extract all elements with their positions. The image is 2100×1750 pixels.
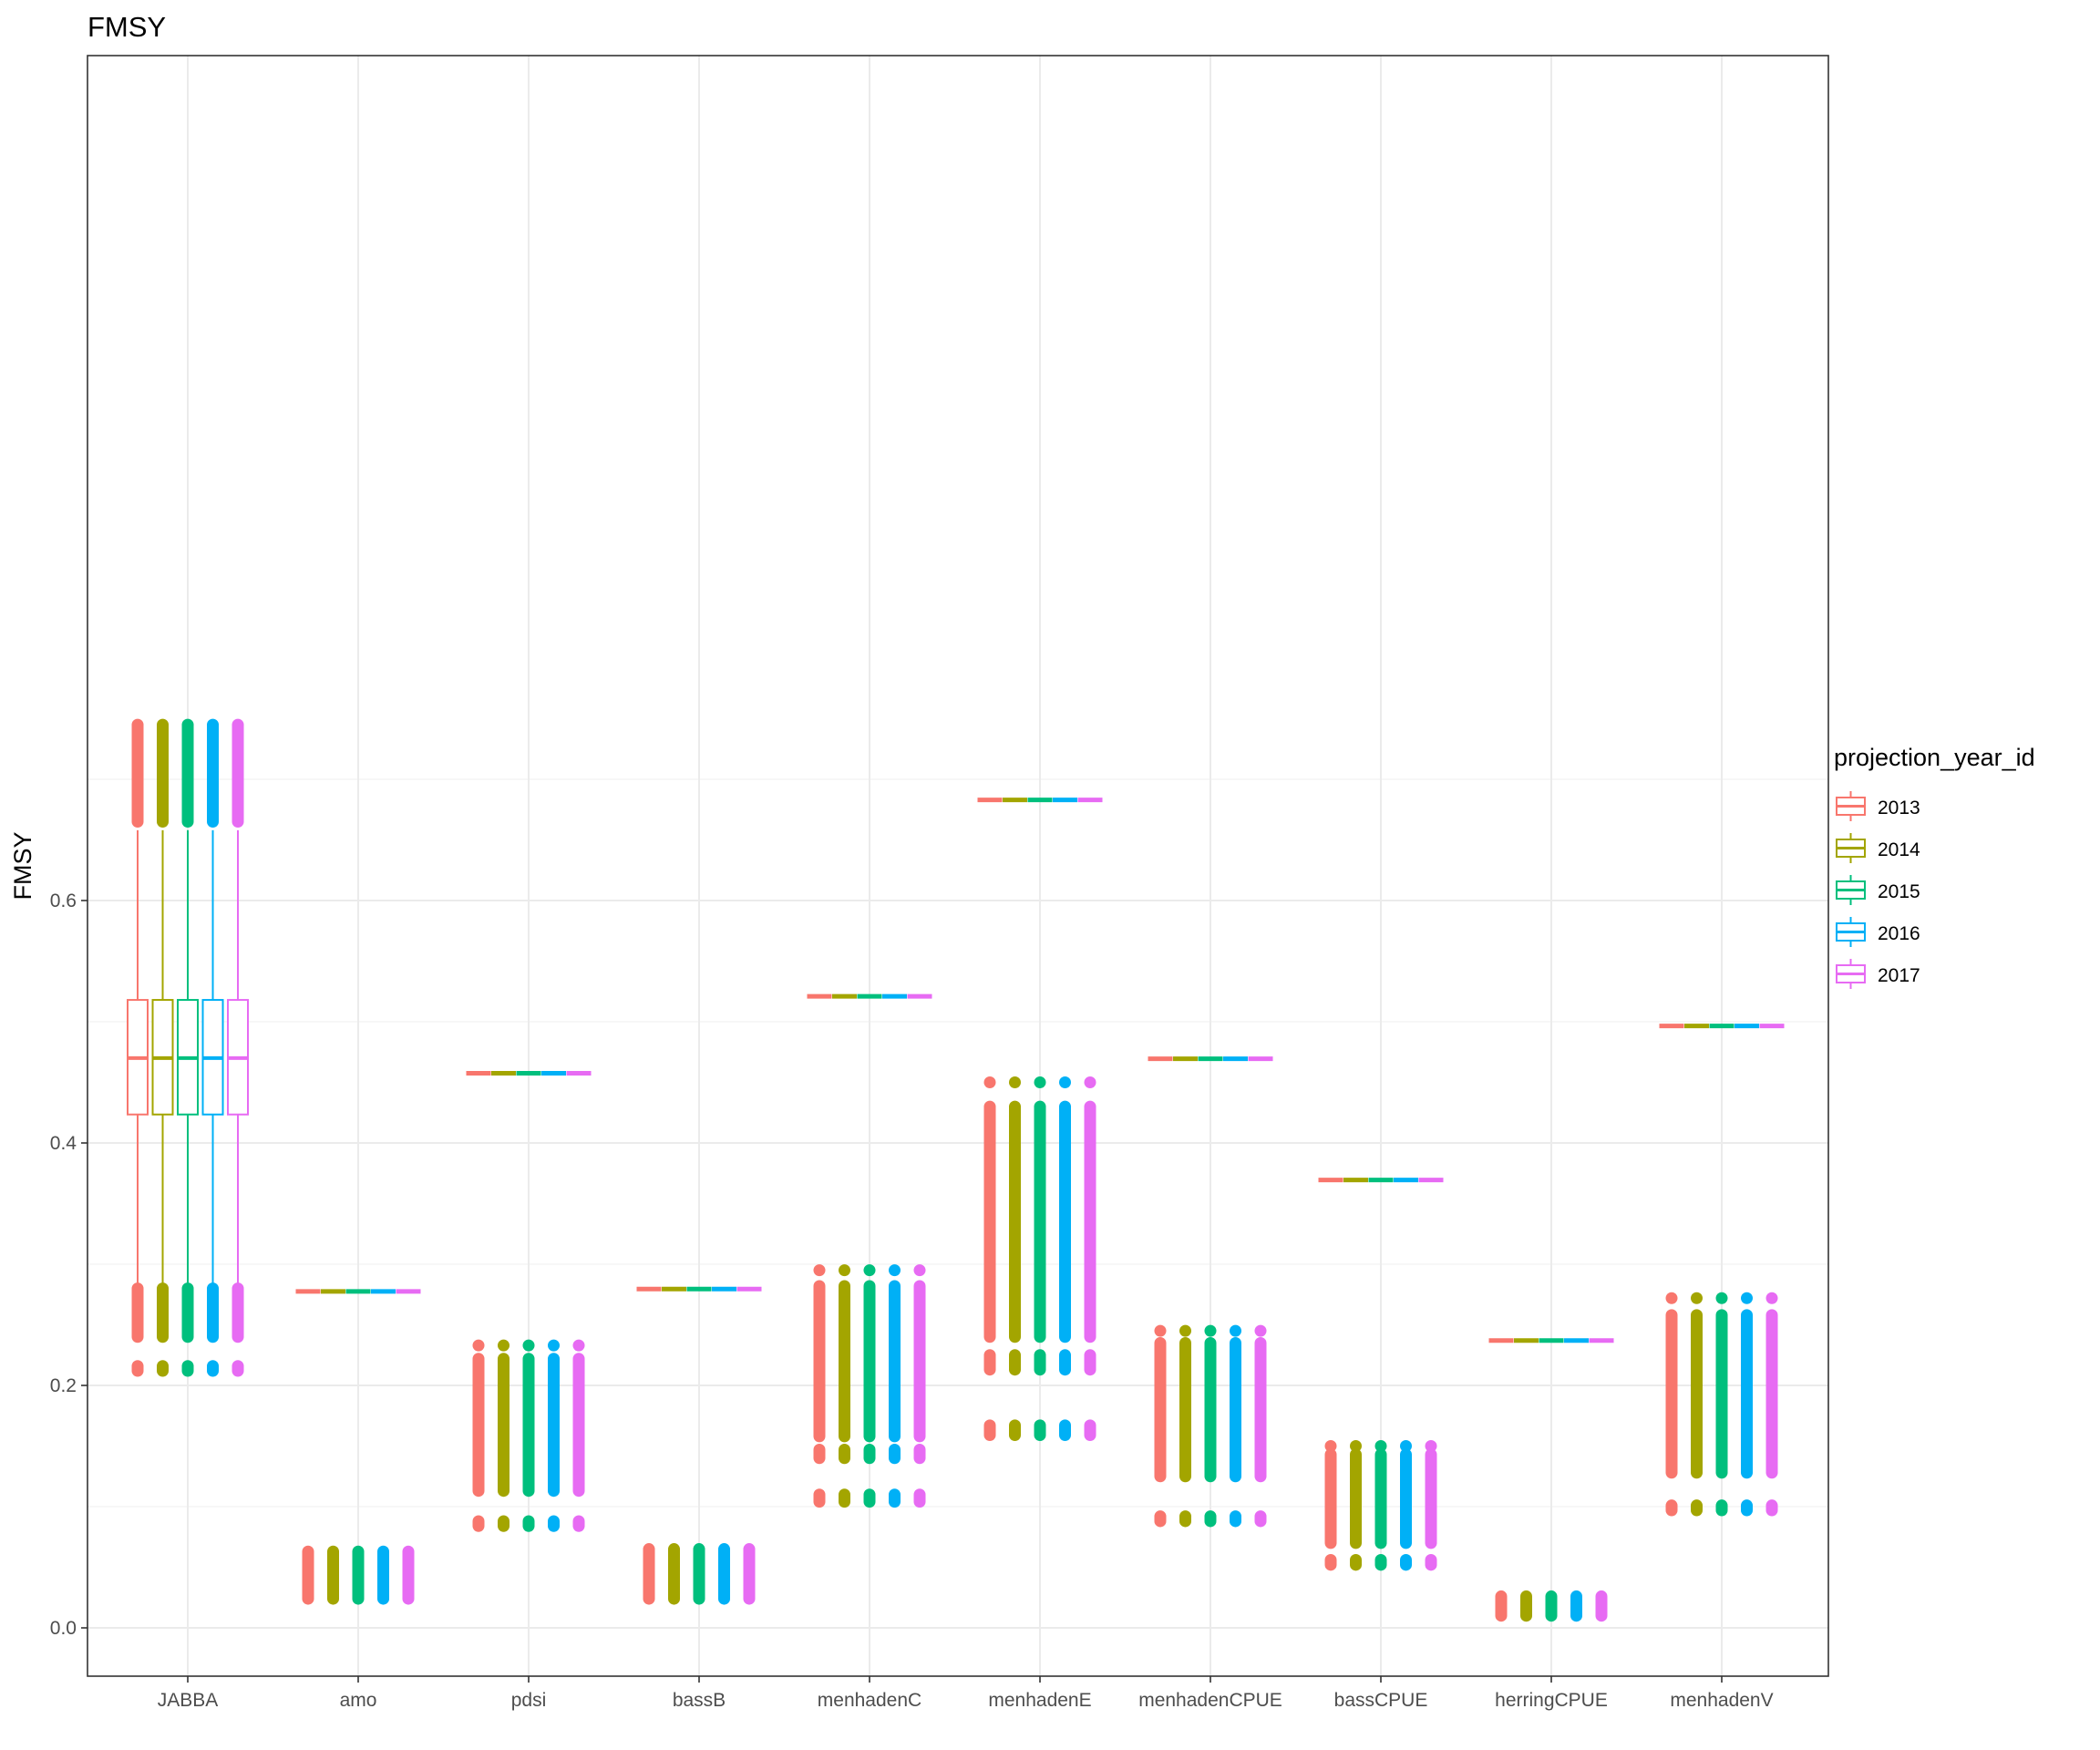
outlier-point-menhadenCPUE [1254, 1324, 1267, 1337]
y-tick-label: 0.6 [50, 890, 77, 911]
outlier-point-menhadenE [1009, 1076, 1021, 1088]
outlier-point-pdsi [572, 1339, 585, 1352]
outlier-point-bassCPUE [1425, 1440, 1437, 1452]
outlier-point-pdsi [498, 1339, 510, 1352]
x-tick-label: bassB [673, 1690, 726, 1711]
outlier-point-pdsi [472, 1339, 485, 1352]
x-axis: JABBA amo pdsi bassB menhadenC menhadenE menha… [158, 1676, 1774, 1711]
outlier-point-pdsi [548, 1339, 560, 1352]
x-tick-label: menhadenE [988, 1690, 1091, 1711]
outlier-point-menhadenV [1665, 1292, 1678, 1304]
x-tick-label: menhadenV [1670, 1690, 1773, 1711]
x-tick-label: amo [340, 1690, 377, 1711]
outlier-point-bassCPUE [1350, 1440, 1362, 1452]
y-tick-label: 0.0 [50, 1618, 77, 1639]
outlier-point-pdsi [522, 1339, 535, 1352]
outlier-point-menhadenV [1765, 1292, 1778, 1304]
plot-panel-border [87, 55, 1829, 1677]
outlier-point-menhadenCPUE [1154, 1324, 1167, 1337]
x-tick-label: pdsi [511, 1690, 547, 1711]
outlier-point-menhadenE [1084, 1076, 1096, 1088]
y-axis: 0.0 0.2 0.4 0.6 [50, 890, 88, 1639]
outlier-point-menhadenV [1741, 1292, 1753, 1304]
outlier-point-bassCPUE [1400, 1440, 1412, 1452]
legend: projection_year_id 2013 2014 2015 2016 2017 [1834, 744, 2035, 991]
outlier-point-menhadenE [1059, 1076, 1071, 1088]
outlier-point-menhadenC [813, 1264, 826, 1277]
chart-title: FMSY [88, 11, 166, 43]
y-tick-label: 0.2 [50, 1375, 77, 1396]
outlier-point-menhadenCPUE [1204, 1324, 1217, 1337]
outlier-point-menhadenCPUE [1179, 1324, 1191, 1337]
outlier-point-bassCPUE [1324, 1440, 1337, 1452]
y-axis-title: FMSY [9, 831, 36, 900]
legend-label: 2017 [1878, 965, 1920, 986]
legend-label: 2014 [1878, 839, 1920, 860]
outlier-point-menhadenC [889, 1264, 901, 1277]
x-tick-label: bassCPUE [1334, 1690, 1428, 1711]
x-tick-label: JABBA [158, 1690, 219, 1711]
x-tick-label: herringCPUE [1495, 1690, 1608, 1711]
y-tick-label: 0.4 [50, 1133, 77, 1154]
plot-marks [127, 718, 1785, 1622]
outlier-point-menhadenV [1715, 1292, 1728, 1304]
outlier-point-menhadenC [913, 1264, 926, 1277]
outlier-point-bassCPUE [1374, 1440, 1387, 1452]
x-tick-label: menhadenC [818, 1690, 921, 1711]
legend-label: 2013 [1878, 798, 1920, 818]
legend-title: projection_year_id [1834, 744, 2035, 771]
outlier-point-menhadenE [1034, 1076, 1046, 1088]
outlier-point-menhadenE [983, 1076, 996, 1088]
legend-label: 2016 [1878, 923, 1920, 944]
outlier-point-menhadenV [1691, 1292, 1703, 1304]
outlier-point-menhadenC [863, 1264, 876, 1277]
outlier-point-menhadenC [839, 1264, 850, 1277]
x-tick-label: menhadenCPUE [1138, 1690, 1282, 1711]
legend-label: 2015 [1878, 881, 1920, 902]
outlier-point-menhadenCPUE [1230, 1324, 1241, 1337]
